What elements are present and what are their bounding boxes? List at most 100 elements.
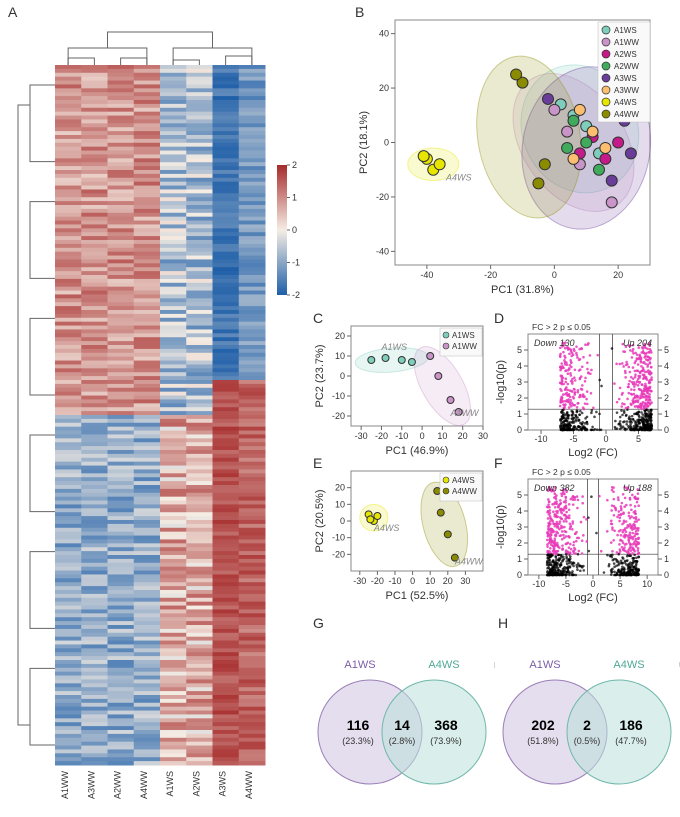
svg-text:Up 188: Up 188 xyxy=(623,483,652,493)
svg-text:-20: -20 xyxy=(375,431,388,441)
svg-text:Up 204: Up 204 xyxy=(623,338,652,348)
svg-text:5: 5 xyxy=(636,434,641,444)
svg-text:0: 0 xyxy=(590,579,595,589)
svg-text:-10: -10 xyxy=(388,576,401,586)
svg-text:A4WW: A4WW xyxy=(452,487,477,496)
svg-text:A3WS: A3WS xyxy=(614,74,637,83)
svg-text:0: 0 xyxy=(664,425,669,435)
svg-text:(47.7%): (47.7%) xyxy=(615,736,647,746)
svg-text:PC2 (20.5%): PC2 (20.5%) xyxy=(314,490,326,553)
svg-text:5: 5 xyxy=(517,345,522,355)
panel-c-pca: -30-20-100102030-20-1001020A1WSA1WWn = 4… xyxy=(313,318,493,463)
svg-text:A1WS: A1WS xyxy=(452,331,475,340)
svg-text:2: 2 xyxy=(292,160,297,170)
svg-text:10: 10 xyxy=(335,499,345,509)
svg-text:-5: -5 xyxy=(569,434,577,444)
svg-text:30: 30 xyxy=(478,431,488,441)
panel-b-pca: -40-20020-40-2002040A4WSn = 4PC1 (31.8%)… xyxy=(350,10,680,310)
svg-text:A1WS: A1WS xyxy=(614,26,637,35)
svg-text:(23.3%): (23.3%) xyxy=(342,736,374,746)
svg-text:-20: -20 xyxy=(484,270,497,280)
svg-text:A4WS: A4WS xyxy=(614,98,637,107)
svg-text:Down 382: Down 382 xyxy=(534,483,575,493)
svg-text:A1WW: A1WW xyxy=(60,770,70,799)
panel-d-volcano: 001122334455-10-505FC > 2 p ≤ 0.05Down 1… xyxy=(494,318,679,463)
svg-text:A4WS: A4WS xyxy=(428,659,459,671)
svg-text:4: 4 xyxy=(664,361,669,371)
svg-text:(51.8%): (51.8%) xyxy=(527,736,559,746)
panel-e-pca: -30-20-100102030-20-1001020A4WSA4WWn = 4… xyxy=(313,463,493,608)
svg-text:2: 2 xyxy=(517,538,522,548)
svg-text:-20: -20 xyxy=(332,549,345,559)
svg-text:20: 20 xyxy=(335,483,345,493)
svg-text:A3WS: A3WS xyxy=(218,771,228,797)
svg-text:20: 20 xyxy=(379,83,389,93)
svg-text:4: 4 xyxy=(664,506,669,516)
svg-text:-10: -10 xyxy=(332,533,345,543)
svg-text:368: 368 xyxy=(434,717,458,733)
svg-text:5: 5 xyxy=(618,579,623,589)
svg-text:0: 0 xyxy=(340,371,345,381)
svg-text:A1WW: A1WW xyxy=(614,38,639,47)
svg-text:-40: -40 xyxy=(420,270,433,280)
svg-text:1: 1 xyxy=(517,409,522,419)
svg-text:Down 130: Down 130 xyxy=(534,338,575,348)
svg-text:-40: -40 xyxy=(376,246,389,256)
svg-text:0: 0 xyxy=(292,225,297,235)
svg-text:30: 30 xyxy=(460,576,470,586)
svg-text:3: 3 xyxy=(517,377,522,387)
svg-text:3: 3 xyxy=(664,377,669,387)
svg-text:-30: -30 xyxy=(353,576,366,586)
svg-text:10: 10 xyxy=(425,576,435,586)
svg-text:20: 20 xyxy=(613,270,623,280)
svg-text:A3WW: A3WW xyxy=(614,86,639,95)
svg-text:2: 2 xyxy=(664,393,669,403)
svg-text:1: 1 xyxy=(517,554,522,564)
svg-text:0: 0 xyxy=(664,570,669,580)
svg-text:FC > 2 p ≤ 0.05: FC > 2 p ≤ 0.05 xyxy=(532,467,591,477)
svg-text:(2.8%): (2.8%) xyxy=(389,736,416,746)
svg-text:(0.5%): (0.5%) xyxy=(574,736,601,746)
svg-text:A4WS: A4WS xyxy=(373,523,400,533)
svg-text:A1WW: A1WW xyxy=(452,342,477,351)
svg-text:5: 5 xyxy=(517,490,522,500)
svg-text:A2WS: A2WS xyxy=(614,50,637,59)
svg-text:2: 2 xyxy=(517,393,522,403)
svg-text:20: 20 xyxy=(335,331,345,341)
svg-text:2: 2 xyxy=(664,538,669,548)
svg-text:A1WS: A1WS xyxy=(165,771,175,797)
panel-g-venn: A1WSA4WSDOWN116(23.3%)14(2.8%)368(73.9%) xyxy=(310,622,495,812)
svg-text:A2WS: A2WS xyxy=(191,771,201,797)
svg-text:A2WW: A2WW xyxy=(113,770,123,799)
svg-text:PC1 (46.9%): PC1 (46.9%) xyxy=(386,445,449,457)
svg-text:0: 0 xyxy=(340,516,345,526)
svg-text:40: 40 xyxy=(379,29,389,39)
svg-text:-1: -1 xyxy=(292,258,300,268)
svg-text:0: 0 xyxy=(384,138,389,148)
svg-text:-10: -10 xyxy=(534,434,547,444)
svg-text:0: 0 xyxy=(420,431,425,441)
svg-text:14: 14 xyxy=(394,717,410,733)
svg-text:10: 10 xyxy=(335,351,345,361)
svg-text:-20: -20 xyxy=(332,411,345,421)
svg-text:-log10(p): -log10(p) xyxy=(495,360,507,404)
svg-text:A1WW: A1WW xyxy=(450,408,481,418)
svg-text:PC1 (31.8%): PC1 (31.8%) xyxy=(491,284,554,296)
panel-a-heatmap: A1WWA3WWA2WWA4WWA1WSA2WSA3WSA4WW-2-1012 xyxy=(0,10,310,810)
svg-text:3: 3 xyxy=(517,522,522,532)
svg-text:A4WS: A4WS xyxy=(613,659,644,671)
svg-text:A4WS: A4WS xyxy=(445,173,472,183)
svg-text:A1WS: A1WS xyxy=(529,659,560,671)
svg-text:116: 116 xyxy=(347,717,370,733)
svg-text:-20: -20 xyxy=(376,192,389,202)
svg-text:A4WW: A4WW xyxy=(614,110,639,119)
svg-text:-10: -10 xyxy=(332,391,345,401)
svg-text:20: 20 xyxy=(458,431,468,441)
svg-text:1: 1 xyxy=(292,193,297,203)
svg-text:0: 0 xyxy=(517,425,522,435)
svg-text:1: 1 xyxy=(664,409,669,419)
svg-text:0: 0 xyxy=(603,434,608,444)
figure-root: A B C D E F G H A1WWA3WWA2WWA4WWA1WSA2WS… xyxy=(0,0,680,817)
svg-text:10: 10 xyxy=(437,431,447,441)
svg-text:1: 1 xyxy=(664,554,669,564)
